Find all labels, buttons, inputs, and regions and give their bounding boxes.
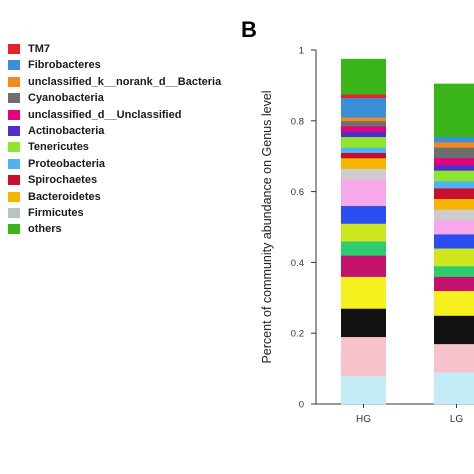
legend-swatch xyxy=(8,44,20,54)
legend-label: Tenericutes xyxy=(28,141,89,154)
legend-swatch xyxy=(8,60,20,71)
bar-segment xyxy=(434,136,474,143)
bar-segment xyxy=(434,248,474,267)
bar-segment xyxy=(341,94,386,99)
bar-segment xyxy=(434,265,474,277)
bar-segment xyxy=(341,205,386,224)
legend-item: Tenericutes xyxy=(8,140,89,154)
bar-segment xyxy=(434,165,474,171)
bar-segment xyxy=(434,343,474,373)
bar-segment xyxy=(341,157,386,169)
legend-swatch xyxy=(8,126,20,136)
legend-label: others xyxy=(28,223,62,236)
bar-segment xyxy=(341,117,386,122)
y-tick-label: 0.2 xyxy=(291,329,304,340)
bar-segment xyxy=(341,120,386,127)
legend-swatch xyxy=(8,191,20,202)
bar-segment xyxy=(341,241,386,256)
legend-label: Fibrobacteres xyxy=(28,59,101,72)
legend-label: Spirochaetes xyxy=(28,174,98,187)
bar-segment xyxy=(341,179,386,207)
bar-segment xyxy=(341,168,386,180)
legend-item: Proteobacteria xyxy=(8,157,105,171)
legend-item: Bacteroidetes xyxy=(8,190,101,204)
legend-label: TM7 xyxy=(28,43,50,55)
legend-swatch xyxy=(8,224,20,235)
legend-item: unclassified_k__norank_d__Bacteria xyxy=(8,75,221,89)
bar-segment xyxy=(434,198,474,210)
x-tick-label: HG xyxy=(356,414,371,425)
legend-swatch xyxy=(8,93,20,104)
y-axis-label: Percent of community abundance on Genus … xyxy=(260,90,274,363)
panel-label: B xyxy=(241,17,257,42)
bar-segment xyxy=(341,97,386,118)
legend-item: TM7 xyxy=(8,42,50,56)
legend-item: unclassified_d__Unclassified xyxy=(8,108,181,122)
bar-segment xyxy=(434,142,474,148)
legend-item: Fibrobacteres xyxy=(8,58,101,72)
y-tick-label: 0.4 xyxy=(291,258,304,269)
bar-segment xyxy=(341,223,386,242)
legend-swatch xyxy=(8,175,20,186)
bar-segment xyxy=(434,219,474,235)
x-tick-label: LG xyxy=(450,414,464,425)
y-tick-label: 0.8 xyxy=(291,116,304,127)
legend-swatch xyxy=(8,76,20,87)
bar-segment xyxy=(434,188,474,199)
legend-swatch xyxy=(8,109,20,120)
legend-label: Cyanobacteria xyxy=(28,92,104,105)
bar-segment xyxy=(341,308,386,338)
bar-segment xyxy=(341,375,386,405)
bar-segment xyxy=(434,234,474,249)
legend-item: Firmicutes xyxy=(8,206,84,220)
bar-segment xyxy=(434,147,474,159)
legend-swatch xyxy=(8,142,20,153)
y-tick-label: 1 xyxy=(299,46,304,57)
legend-item: Actinobacteria xyxy=(8,124,104,138)
legend-label: unclassified_k__norank_d__Bacteria xyxy=(28,75,222,88)
y-tick-label: 0 xyxy=(299,400,304,411)
legend-label: Proteobacteria xyxy=(28,157,106,170)
legend-swatch xyxy=(8,208,20,218)
legend-item: Cyanobacteria xyxy=(8,91,104,105)
bar-segment xyxy=(341,147,386,153)
bar-segment xyxy=(341,136,386,148)
bar-segment xyxy=(341,152,386,159)
bar-segment xyxy=(341,276,386,309)
bar-segment xyxy=(434,170,474,182)
legend-swatch xyxy=(8,158,20,169)
legend-label: Bacteroidetes xyxy=(28,190,101,203)
legend-item: Spirochaetes xyxy=(8,173,97,187)
bar-segment xyxy=(434,180,474,189)
legend-label: unclassified_d__Unclassified xyxy=(28,108,182,121)
bar-segment xyxy=(434,290,474,316)
bar-segment xyxy=(341,255,386,277)
y-tick-label: 0.6 xyxy=(291,187,304,198)
bar-segment xyxy=(341,336,386,376)
legend-label: Firmicutes xyxy=(28,207,84,219)
bar-segment xyxy=(341,58,386,95)
bar-segment xyxy=(434,276,474,292)
bar-segment xyxy=(341,126,386,132)
bar-segment xyxy=(341,131,386,138)
legend-item: others xyxy=(8,222,62,236)
bar-segment xyxy=(434,157,474,166)
bar-segment xyxy=(434,83,474,138)
bar-segment xyxy=(434,209,474,221)
bar-segment xyxy=(434,315,474,345)
bar-segment xyxy=(434,372,474,405)
legend-label: Actinobacteria xyxy=(28,125,105,137)
